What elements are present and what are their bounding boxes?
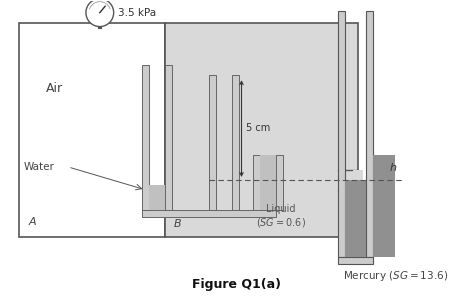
Bar [253,155,260,210]
Bar [366,11,373,257]
Bar [142,65,149,210]
Bar [260,155,276,210]
Bar [142,210,276,217]
Bar [149,185,165,210]
Text: Liquid
$(SG = 0.6)$: Liquid $(SG = 0.6)$ [256,204,306,229]
Bar [344,180,366,257]
Text: 3.5 kPa: 3.5 kPa [118,8,156,18]
Bar [373,155,394,257]
Bar [231,75,238,210]
Text: $h$: $h$ [388,161,397,173]
Text: $B$: $B$ [173,217,182,229]
Text: $A$: $A$ [29,215,38,227]
Bar [337,11,344,257]
Bar [353,170,363,190]
Text: Air: Air [46,82,63,95]
Text: Mercury $(SG = 13.6)$: Mercury $(SG = 13.6)$ [342,269,447,283]
Bar [165,65,172,210]
Text: 5 cm: 5 cm [246,123,270,133]
Text: Water: Water [23,162,54,172]
Text: Figure Q1(a): Figure Q1(a) [192,278,280,291]
Bar [337,257,373,264]
Circle shape [86,0,113,27]
Bar [165,23,357,237]
Bar [208,75,215,210]
Bar [337,170,357,190]
Bar [19,23,165,237]
Bar [276,155,283,210]
